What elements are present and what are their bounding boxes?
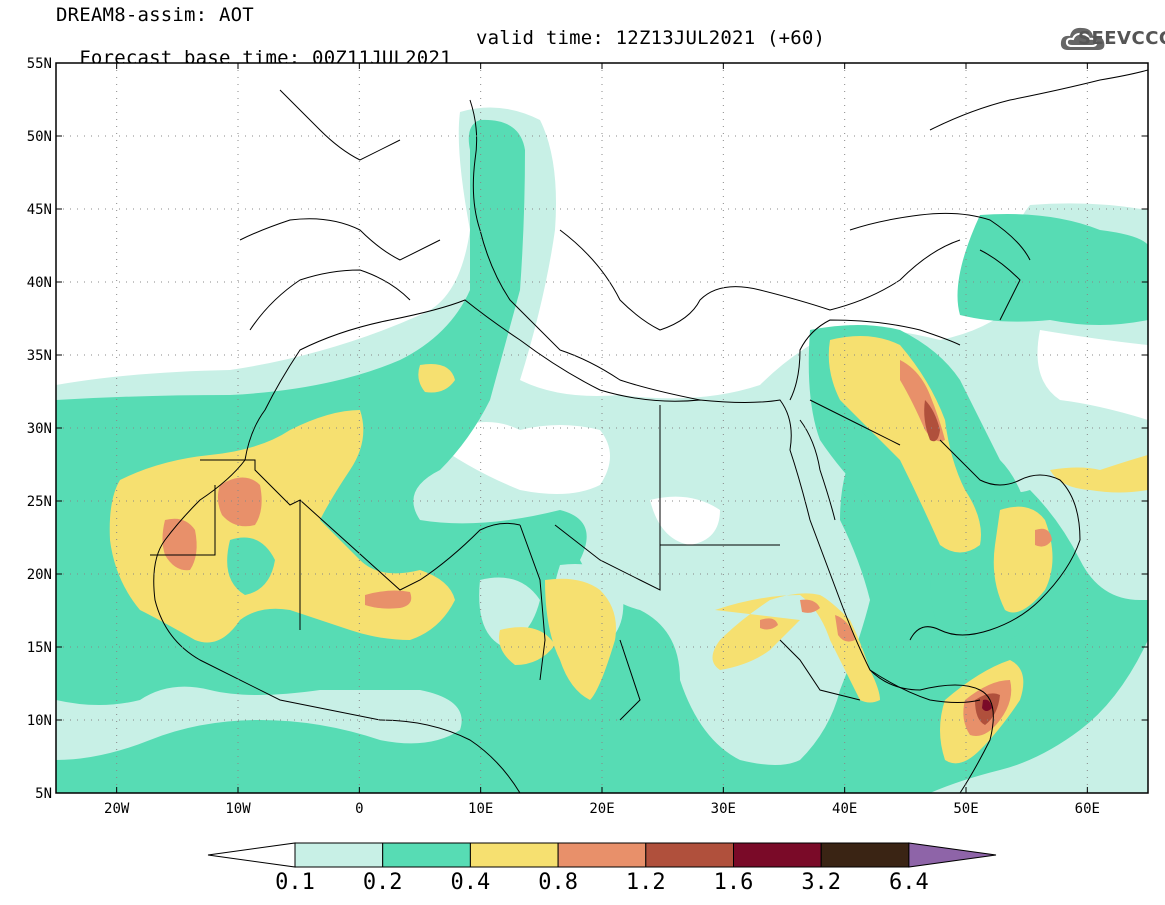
lat-tick-label: 15N [27, 640, 52, 656]
coastlines [150, 69, 1148, 793]
lat-tick-label: 30N [27, 421, 52, 437]
lon-tick-label: 30E [711, 801, 736, 817]
colorbar-label: 6.4 [889, 870, 929, 895]
lon-tick-label: 0 [355, 801, 363, 817]
lon-axis: 20W 10W 0 10E 20E 30E 40E 50E 60E [104, 801, 1100, 817]
lon-tick-label: 20W [104, 801, 130, 817]
lat-tick-label: 35N [27, 348, 52, 364]
valid-time-text: valid time: 12Z13JUL2021 (+60) [476, 27, 826, 49]
colorbar-box [820, 842, 910, 868]
colorbar-label: 1.2 [626, 870, 666, 895]
aot-level-0.2 [56, 119, 1148, 793]
lat-tick-label: 40N [27, 275, 52, 291]
colorbar-box [294, 842, 384, 868]
colorbar-box [469, 842, 559, 868]
lon-tick-label: 20E [589, 801, 614, 817]
colorbar-label: 0.4 [451, 870, 491, 895]
cloud-logo-icon [1060, 27, 1105, 50]
lon-tick-label: 10W [225, 801, 251, 817]
aot-level-0.4 [109, 410, 455, 643]
map-title: DREAM8-assim: AOT [56, 4, 254, 26]
graticule [56, 63, 1148, 793]
lat-tick-label: 10N [27, 713, 52, 729]
colorbar-arrow-low [207, 842, 296, 868]
lon-tick-label: 10E [468, 801, 493, 817]
colorbar-box [733, 842, 822, 868]
lon-tick-label: 40E [832, 801, 857, 817]
lat-tick-label: 25N [27, 494, 52, 510]
colorbar-box [557, 842, 647, 868]
lon-tick-label: 50E [953, 801, 978, 817]
lat-tick-label: 45N [27, 202, 52, 218]
logo-text: SEEVCCC [1078, 28, 1165, 49]
lat-tick-label: 5N [35, 786, 52, 802]
colorbar-label: 0.2 [363, 870, 403, 895]
colorbar-label: 1.6 [714, 870, 754, 895]
colorbar-arrow-high [908, 842, 997, 868]
colorbar-box [382, 842, 471, 868]
colorbar-label: 0.8 [538, 870, 578, 895]
lon-tick-label: 60E [1075, 801, 1100, 817]
colorbar-label: 0.1 [275, 870, 315, 895]
lat-tick-label: 20N [27, 567, 52, 583]
aot-level-1.2 [924, 400, 940, 442]
colorbar-box [645, 842, 734, 868]
aot-level-0.8 [217, 477, 262, 527]
lat-tick-label: 55N [27, 56, 52, 72]
axis-ticks [56, 62, 1148, 794]
lat-tick-label: 50N [27, 129, 52, 145]
lat-axis: 55N 50N 45N 40N 35N 30N 25N 20N 15N 10N 5N [27, 56, 52, 802]
colorbar-label: 3.2 [801, 870, 841, 895]
